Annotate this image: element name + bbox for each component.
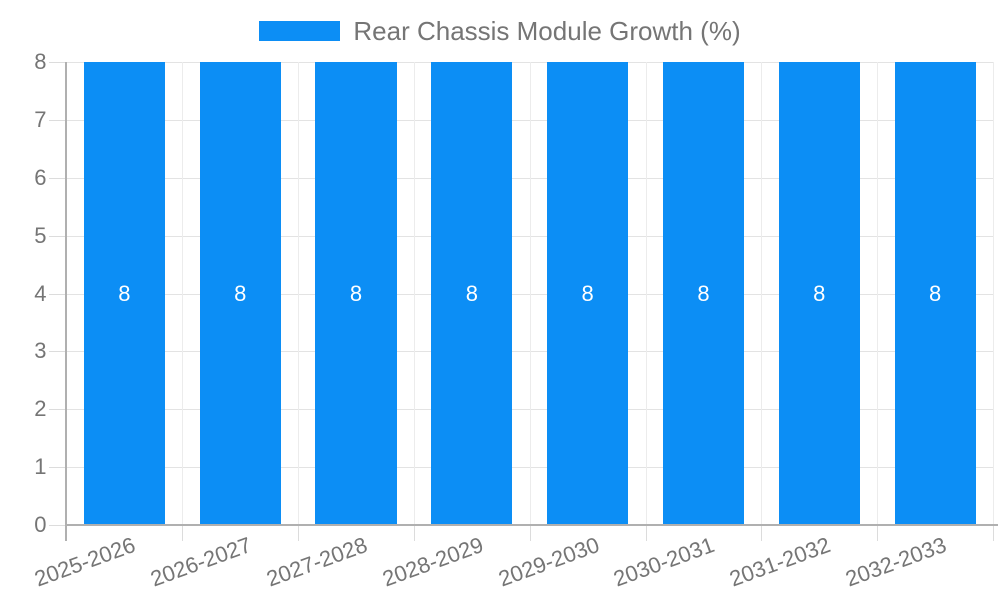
bar-value-label: 8 <box>581 280 594 306</box>
y-tick-label: 1 <box>34 454 47 480</box>
gridline-v <box>993 62 994 525</box>
x-axis-tick <box>645 525 647 541</box>
gridline-v <box>182 62 184 525</box>
bar <box>431 62 513 525</box>
bar-value-label: 8 <box>349 280 363 306</box>
x-axis-tick <box>993 525 994 541</box>
x-axis-tick <box>529 525 531 541</box>
gridline-v <box>761 62 763 525</box>
legend-label: Rear Chassis Module Growth (%) <box>353 16 741 46</box>
gridline-v <box>298 62 300 525</box>
x-axis-tick <box>182 525 184 541</box>
y-tick-label: 2 <box>34 396 47 422</box>
gridline-v <box>413 62 415 525</box>
y-axis-tick <box>48 119 67 121</box>
bar <box>315 62 397 525</box>
y-axis-tick <box>48 235 67 237</box>
bar <box>662 62 744 525</box>
x-axis-tick <box>761 525 763 541</box>
y-axis-tick <box>48 409 67 411</box>
y-tick-label: 3 <box>34 338 47 364</box>
y-tick-label: 5 <box>34 222 47 248</box>
y-tick-label: 6 <box>34 164 47 190</box>
bar-value-label: 8 <box>813 280 826 306</box>
y-axis-tick <box>48 177 67 179</box>
gridline-v <box>529 62 531 525</box>
gridline-v <box>877 62 879 525</box>
bar-value-label: 8 <box>465 280 478 306</box>
x-axis-tick <box>413 525 415 541</box>
x-axis-tick <box>298 525 300 541</box>
y-axis-tick <box>48 351 67 353</box>
y-tick-label: 7 <box>34 106 47 132</box>
bar <box>778 62 860 525</box>
y-tick-label: 8 <box>34 49 47 74</box>
x-axis-line <box>66 524 998 526</box>
legend-swatch <box>259 21 341 41</box>
bar-value-label: 8 <box>118 280 131 306</box>
bar-value-label: 8 <box>234 280 247 306</box>
bar <box>83 62 165 525</box>
x-axis-tick <box>877 525 879 541</box>
bar <box>199 62 281 525</box>
y-tick-label: 4 <box>34 280 47 306</box>
y-axis-tick <box>48 62 67 63</box>
bar-value-label: 8 <box>697 280 710 306</box>
legend: Rear Chassis Module Growth (%) <box>0 16 1000 46</box>
y-axis-tick <box>48 293 67 295</box>
y-tick-label: 0 <box>34 512 47 537</box>
y-axis-tick <box>48 467 67 469</box>
bar <box>547 62 629 525</box>
y-axis-tick <box>48 525 67 526</box>
bar <box>894 62 976 525</box>
y-axis-line <box>65 62 67 541</box>
gridline-v <box>645 62 647 525</box>
bar-value-label: 8 <box>928 280 942 306</box>
